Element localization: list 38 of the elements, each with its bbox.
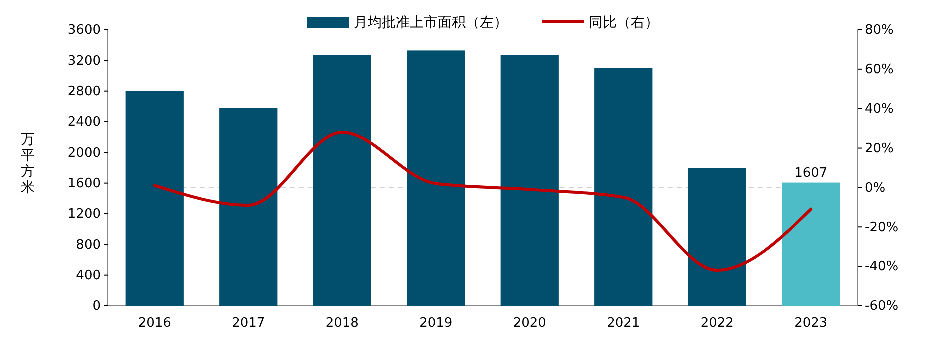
y2-tick-label: 40% — [865, 102, 894, 118]
x-tick-label: 2021 — [607, 316, 640, 332]
y-tick-label: 400 — [76, 268, 101, 284]
bar — [594, 68, 653, 306]
data-label: 1607 — [794, 166, 828, 181]
bar — [407, 50, 466, 306]
x-tick-label: 2019 — [420, 316, 453, 332]
y-tick-label: 2000 — [68, 146, 101, 161]
bar — [313, 55, 372, 306]
bar — [220, 108, 278, 306]
y2-tick-label: 0% — [865, 180, 886, 196]
y-axis-title: 万平方米 — [21, 132, 35, 196]
y-tick-label: 2800 — [68, 84, 101, 100]
y2-tick-label: -60% — [865, 299, 899, 314]
bar — [782, 182, 840, 306]
y-tick-label: 0 — [92, 299, 101, 314]
y2-tick-label: -20% — [865, 220, 899, 236]
y2-tick-label: 80% — [865, 23, 894, 38]
x-tick-label: 2020 — [513, 316, 546, 332]
y-tick-label: 3200 — [68, 54, 101, 69]
legend-label: 同比（右） — [589, 15, 659, 31]
y-tick-label: 1600 — [68, 176, 101, 192]
bar — [126, 91, 184, 306]
x-tick-label: 2017 — [232, 316, 266, 332]
y2-tick-label: -40% — [865, 260, 899, 275]
x-tick-label: 2023 — [794, 316, 828, 332]
x-tick-label: 2022 — [700, 316, 734, 332]
x-tick-label: 2016 — [138, 316, 172, 332]
y-tick-label: 3600 — [68, 23, 101, 38]
bar — [500, 55, 559, 306]
legend-label: 月均批准上市面积（左） — [354, 15, 508, 31]
y-tick-label: 1200 — [68, 207, 101, 222]
y2-tick-label: 20% — [865, 141, 894, 156]
bar — [688, 168, 746, 306]
y-tick-label: 800 — [76, 238, 101, 253]
y2-tick-label: 60% — [865, 62, 894, 78]
x-tick-label: 2018 — [326, 316, 359, 332]
y-tick-label: 2400 — [68, 115, 101, 130]
